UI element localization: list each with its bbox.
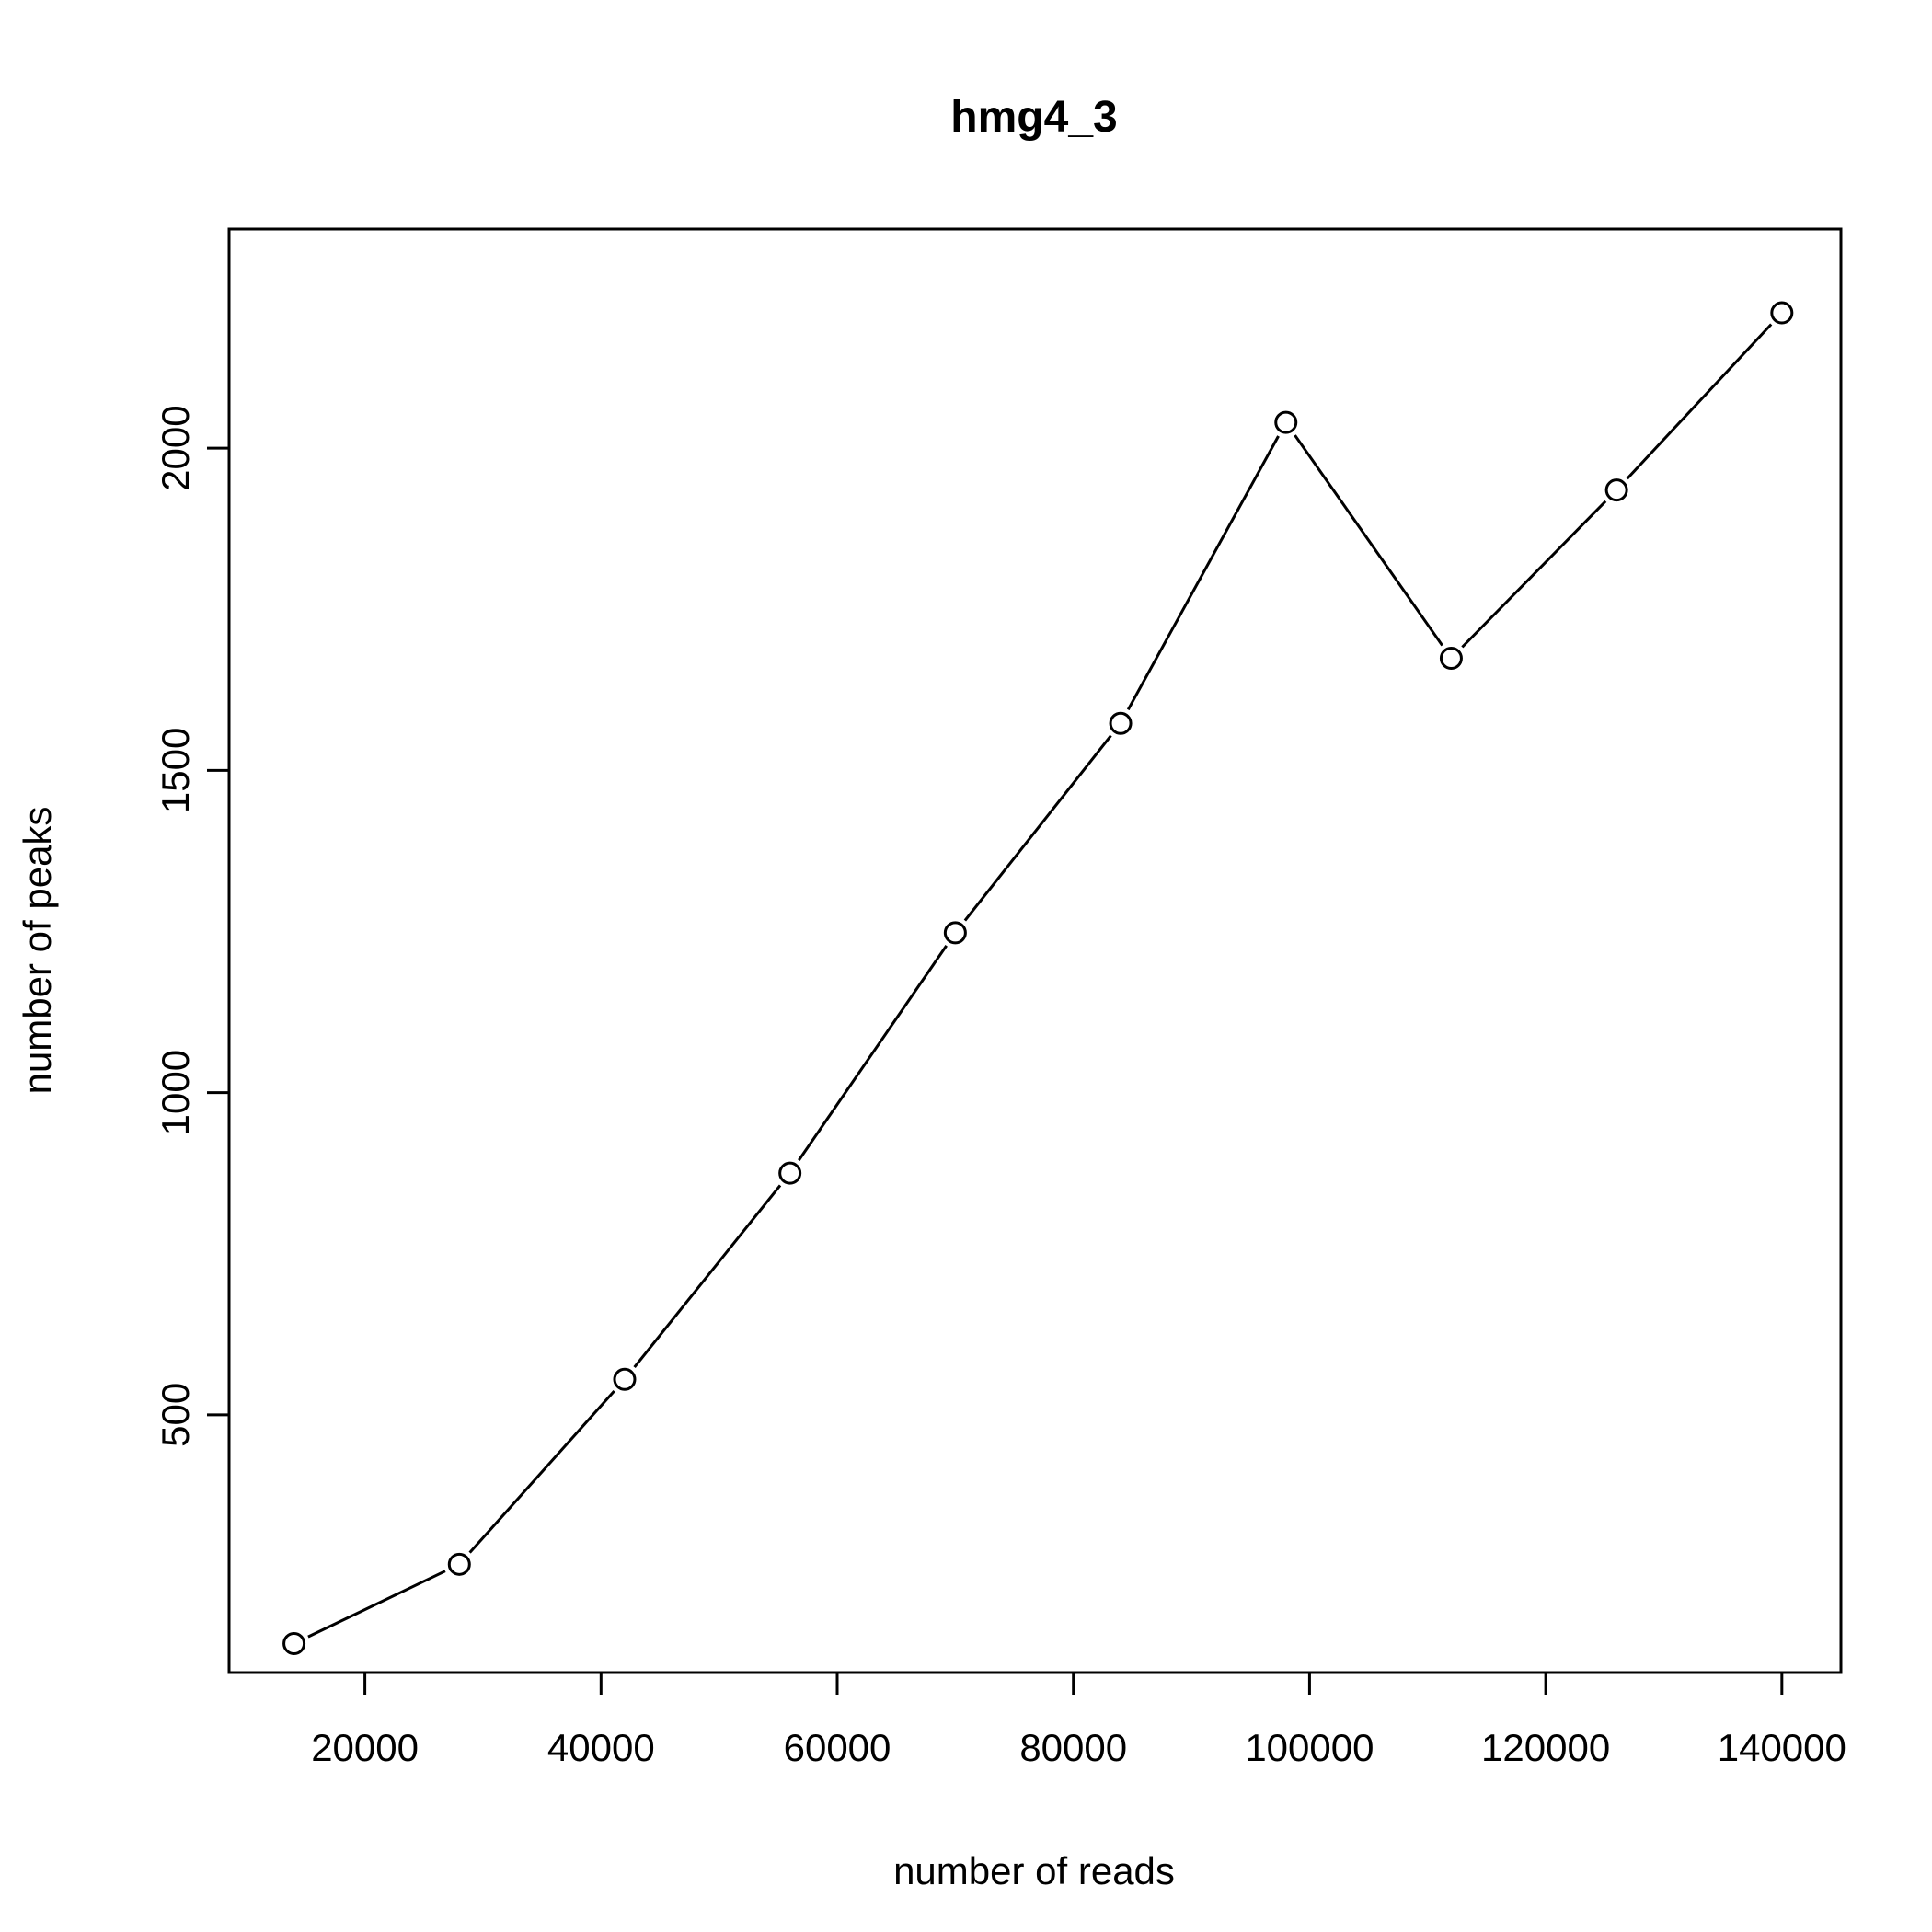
x-tick-label: 80000 <box>1019 1726 1127 1769</box>
x-tick-label: 140000 <box>1718 1726 1846 1769</box>
data-point <box>1770 301 1794 325</box>
line-segment <box>1126 435 1280 711</box>
line-segment <box>798 945 948 1161</box>
data-point <box>613 1367 637 1391</box>
x-axis-label: number of reads <box>893 1849 1175 1892</box>
data-point <box>943 921 967 945</box>
plot-frame <box>227 227 1843 1674</box>
chart-title: hmg4_3 <box>950 93 1117 142</box>
x-tick-label: 20000 <box>311 1726 419 1769</box>
series-layer <box>282 301 1794 1655</box>
line-segment <box>1626 323 1773 480</box>
line-segment <box>633 1184 782 1368</box>
line-segment <box>468 1389 615 1554</box>
line-segment <box>307 1570 446 1639</box>
data-point <box>778 1161 802 1185</box>
y-tick-label: 2000 <box>154 405 197 490</box>
x-axis: 20000 40000 60000 80000 100000 120000 140000 <box>311 1671 1846 1769</box>
x-tick-label: 120000 <box>1481 1726 1610 1769</box>
y-tick-label: 500 <box>154 1383 197 1447</box>
y-tick-label: 1000 <box>154 1050 197 1135</box>
line-segment <box>963 734 1112 922</box>
y-axis: 500 1000 1500 2000 <box>154 405 231 1447</box>
data-point <box>1604 478 1628 502</box>
data-point <box>282 1631 306 1655</box>
y-tick-label: 1500 <box>154 728 197 813</box>
line-segment <box>1461 500 1607 649</box>
data-point <box>447 1552 471 1576</box>
line-segment <box>1294 434 1443 647</box>
data-point <box>1274 410 1298 434</box>
data-point <box>1439 646 1463 670</box>
x-tick-label: 100000 <box>1245 1726 1374 1769</box>
x-tick-label: 60000 <box>784 1726 891 1769</box>
data-point <box>1109 711 1133 735</box>
y-axis-label: number of peaks <box>16 807 59 1095</box>
x-tick-label: 40000 <box>547 1726 655 1769</box>
